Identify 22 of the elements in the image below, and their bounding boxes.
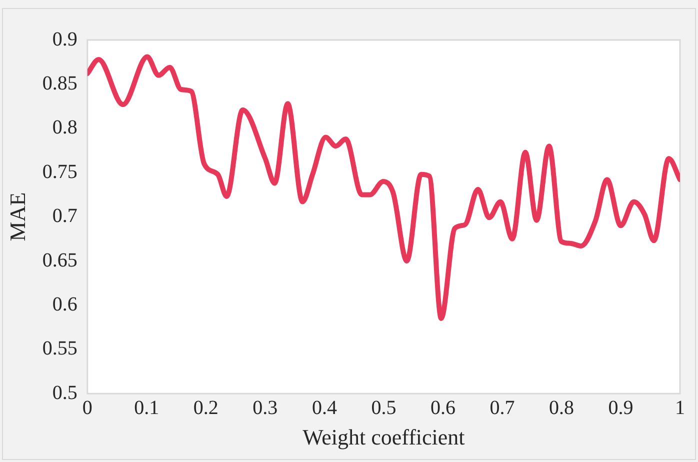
x-tick-label: 0.9 — [608, 396, 634, 419]
y-tick-label: 0.9 — [52, 28, 78, 50]
x-tick-label: 0.7 — [490, 396, 515, 419]
x-tick-label: 0.4 — [312, 396, 337, 419]
y-tick-label: 0.65 — [42, 249, 78, 272]
x-tick-label: 1 — [675, 396, 685, 419]
x-tick-label: 0.6 — [430, 396, 456, 419]
y-tick-label: 0.7 — [52, 205, 78, 228]
y-tick-label: 0.6 — [52, 293, 78, 316]
x-axis-title: Weight coefficient — [302, 424, 465, 450]
x-tick-label: 0.2 — [193, 396, 218, 419]
y-tick-label: 0.5 — [52, 382, 78, 404]
y-tick-label: 0.8 — [52, 116, 78, 139]
x-tick-label: 0.3 — [252, 396, 278, 419]
x-tick-label: 0.5 — [371, 396, 396, 419]
y-axis-title: MAE — [4, 192, 30, 242]
y-tick-label: 0.75 — [42, 160, 78, 183]
x-tick-label: 0 — [82, 396, 92, 419]
x-tick-label: 0.8 — [548, 396, 574, 419]
x-tick-label: 0.1 — [134, 396, 160, 419]
y-tick-label: 0.55 — [42, 338, 78, 360]
y-tick-label: 0.85 — [42, 72, 78, 94]
